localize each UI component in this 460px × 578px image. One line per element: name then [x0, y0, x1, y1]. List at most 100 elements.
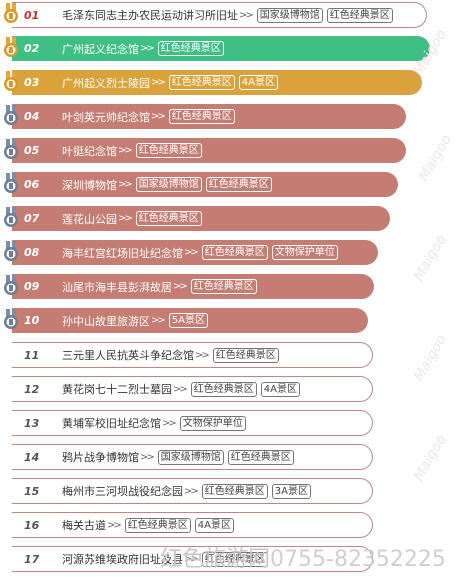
rank-number: 03 — [24, 76, 40, 89]
category-tag[interactable]: 红色经典景区 — [124, 517, 191, 533]
attraction-name[interactable]: 黄埔军校旧址纪念馆 — [62, 417, 161, 430]
silver-medal-icon — [2, 139, 20, 161]
category-tag[interactable]: 红色经典景区 — [190, 279, 257, 294]
ranking-bar[interactable]: 13 黄埔军校旧址纪念馆 >> 文物保护单位 — [12, 410, 373, 436]
double-chevron-icon: >> — [151, 77, 166, 88]
rank-number: 02 — [24, 42, 40, 55]
attraction-name[interactable]: 广州起义纪念馆 — [62, 42, 139, 56]
list-item[interactable]: 10 孙中山故里旅游区 >> 5A景区 — [0, 306, 460, 340]
ranking-bar[interactable]: 07 莲花山公园 >> 红色经典景区 — [12, 206, 390, 231]
rank-number: 12 — [24, 382, 40, 396]
attraction-name[interactable]: 叶剑英元帅纪念馆 — [62, 110, 150, 124]
category-tag[interactable]: 文物保护单位 — [271, 245, 338, 260]
list-item[interactable]: 07 莲花山公园 >> 红色经典景区 — [0, 204, 460, 238]
category-tag[interactable]: 国家级博物馆 — [256, 7, 323, 23]
category-tag[interactable]: 红色经典景区 — [168, 75, 235, 90]
ranking-bar[interactable]: 12 黄花岗七十二烈士墓园 >> 红色经典景区 4A景区 — [12, 376, 373, 402]
double-chevron-icon: >> — [195, 349, 210, 361]
silver-medal-icon — [2, 241, 20, 263]
list-item[interactable]: 01 毛泽东同志主办农民运动讲习所旧址 >> 国家级博物馆 红色经典景区 — [0, 0, 460, 34]
double-chevron-icon: >> — [140, 451, 155, 463]
category-tag[interactable]: 红色经典景区 — [190, 381, 257, 397]
attraction-name[interactable]: 梅州市三河坝战役纪念园 — [62, 485, 183, 498]
ranking-bar[interactable]: 05 叶挺纪念馆 >> 红色经典景区 — [12, 138, 406, 163]
rank-number: 16 — [24, 518, 40, 532]
double-chevron-icon: >> — [118, 213, 133, 224]
attraction-name[interactable]: 叶挺纪念馆 — [62, 144, 117, 158]
list-item[interactable]: 13 黄埔军校旧址纪念馆 >> 文物保护单位 — [0, 408, 460, 442]
list-item[interactable]: 08 海丰红宫红场旧址纪念馆 >> 红色经典景区 文物保护单位 — [0, 238, 460, 272]
attraction-name[interactable]: 鸦片战争博物馆 — [62, 451, 139, 464]
category-tag[interactable]: 红色经典景区 — [201, 551, 268, 567]
category-tag[interactable]: 红色经典景区 — [227, 449, 294, 465]
list-item[interactable]: 16 梅关古道 >> 红色经典景区 4A景区 — [0, 510, 460, 544]
category-tag[interactable]: 4A景区 — [194, 517, 234, 533]
rank-number: 04 — [24, 110, 40, 123]
category-tag[interactable]: 红色经典景区 — [157, 41, 224, 56]
list-item[interactable]: 06 深圳博物馆 >> 国家级博物馆 红色经典景区 — [0, 170, 460, 204]
category-tag[interactable]: 国家级博物馆 — [157, 449, 224, 465]
list-item[interactable]: 09 汕尾市海丰县彭湃故居 >> 红色经典景区 — [0, 272, 460, 306]
ranking-bar[interactable]: 15 梅州市三河坝战役纪念园 >> 红色经典景区 3A景区 — [12, 478, 373, 504]
category-tag[interactable]: 红色经典景区 — [168, 109, 235, 124]
category-tag[interactable]: 红色经典景区 — [135, 143, 202, 158]
silver-medal-icon — [2, 173, 20, 195]
attraction-name[interactable]: 孙中山故里旅游区 — [62, 314, 150, 328]
list-item[interactable]: 03 广州起义烈士陵园 >> 红色经典景区 4A景区 — [0, 68, 460, 102]
category-tag[interactable]: 红色经典景区 — [201, 245, 268, 260]
category-tag[interactable]: 红色经典景区 — [205, 177, 272, 192]
attraction-name[interactable]: 河源苏维埃政府旧址及县 — [62, 553, 183, 566]
rank-number: 10 — [24, 314, 40, 327]
category-tag[interactable]: 3A景区 — [271, 483, 311, 499]
attraction-name[interactable]: 汕尾市海丰县彭湃故居 — [62, 280, 172, 294]
rank-number: 15 — [24, 484, 40, 498]
gold-medal-icon — [2, 71, 20, 93]
double-chevron-icon: >> — [151, 315, 166, 326]
category-tag[interactable]: 4A景区 — [260, 381, 300, 397]
attraction-name[interactable]: 莲花山公园 — [62, 212, 117, 226]
ranking-bar[interactable]: 09 汕尾市海丰县彭湃故居 >> 红色经典景区 — [12, 274, 374, 299]
list-item[interactable]: 05 叶挺纪念馆 >> 红色经典景区 — [0, 136, 460, 170]
list-item[interactable]: 15 梅州市三河坝战役纪念园 >> 红色经典景区 3A景区 — [0, 476, 460, 510]
attraction-name[interactable]: 深圳博物馆 — [62, 178, 117, 192]
ranking-bar[interactable]: 03 广州起义烈士陵园 >> 红色经典景区 4A景区 — [12, 70, 422, 95]
ranking-bar[interactable]: 14 鸦片战争博物馆 >> 国家级博物馆 红色经典景区 — [12, 444, 373, 470]
attraction-name[interactable]: 三元里人民抗英斗争纪念馆 — [62, 349, 194, 362]
category-tag[interactable]: 红色经典景区 — [212, 347, 279, 363]
list-item[interactable]: 14 鸦片战争博物馆 >> 国家级博物馆 红色经典景区 — [0, 442, 460, 476]
attraction-name[interactable]: 海丰红宫红场旧址纪念馆 — [62, 246, 183, 260]
ranking-bar[interactable]: 08 海丰红宫红场旧址纪念馆 >> 红色经典景区 文物保护单位 — [12, 240, 378, 265]
rank-number: 14 — [24, 450, 40, 464]
ranking-bar[interactable]: 06 深圳博物馆 >> 国家级博物馆 红色经典景区 — [12, 172, 398, 197]
double-chevron-icon: >> — [162, 417, 177, 429]
rank-number: 07 — [24, 212, 40, 225]
double-chevron-icon: >> — [239, 9, 254, 21]
rank-number: 09 — [24, 280, 40, 293]
attraction-name[interactable]: 黄花岗七十二烈士墓园 — [62, 383, 172, 396]
ranking-bar[interactable]: 16 梅关古道 >> 红色经典景区 4A景区 — [12, 512, 373, 538]
list-item[interactable]: 04 叶剑英元帅纪念馆 >> 红色经典景区 — [0, 102, 460, 136]
ranking-bar[interactable]: 10 孙中山故里旅游区 >> 5A景区 — [12, 308, 368, 333]
double-chevron-icon: >> — [107, 519, 122, 531]
category-tag[interactable]: 红色经典景区 — [201, 483, 268, 499]
category-tag[interactable]: 5A景区 — [168, 313, 208, 328]
ranking-bar[interactable]: 04 叶剑英元帅纪念馆 >> 红色经典景区 — [12, 104, 406, 129]
rank-number: 13 — [24, 416, 40, 430]
attraction-name[interactable]: 梅关古道 — [62, 519, 106, 532]
category-tag[interactable]: 国家级博物馆 — [135, 177, 202, 192]
attraction-name[interactable]: 毛泽东同志主办农民运动讲习所旧址 — [62, 9, 238, 22]
category-tag[interactable]: 文物保护单位 — [179, 415, 246, 431]
attraction-name[interactable]: 广州起义烈士陵园 — [62, 76, 150, 90]
category-tag[interactable]: 红色经典景区 — [135, 211, 202, 226]
silver-medal-icon — [2, 105, 20, 127]
ranking-bar[interactable]: 11 三元里人民抗英斗争纪念馆 >> 红色经典景区 — [12, 342, 373, 368]
list-item[interactable]: 11 三元里人民抗英斗争纪念馆 >> 红色经典景区 — [0, 340, 460, 374]
ranking-bar[interactable]: 02 广州起义纪念馆 >> 红色经典景区 — [12, 36, 430, 61]
ranking-bar[interactable]: 01 毛泽东同志主办农民运动讲习所旧址 >> 国家级博物馆 红色经典景区 — [12, 2, 427, 28]
double-chevron-icon: >> — [140, 43, 155, 54]
category-tag[interactable]: 4A景区 — [238, 75, 278, 90]
category-tag[interactable]: 红色经典景区 — [326, 7, 393, 23]
rank-number: 11 — [24, 348, 40, 362]
list-item[interactable]: 12 黄花岗七十二烈士墓园 >> 红色经典景区 4A景区 — [0, 374, 460, 408]
list-item[interactable]: 02 广州起义纪念馆 >> 红色经典景区 — [0, 34, 460, 68]
